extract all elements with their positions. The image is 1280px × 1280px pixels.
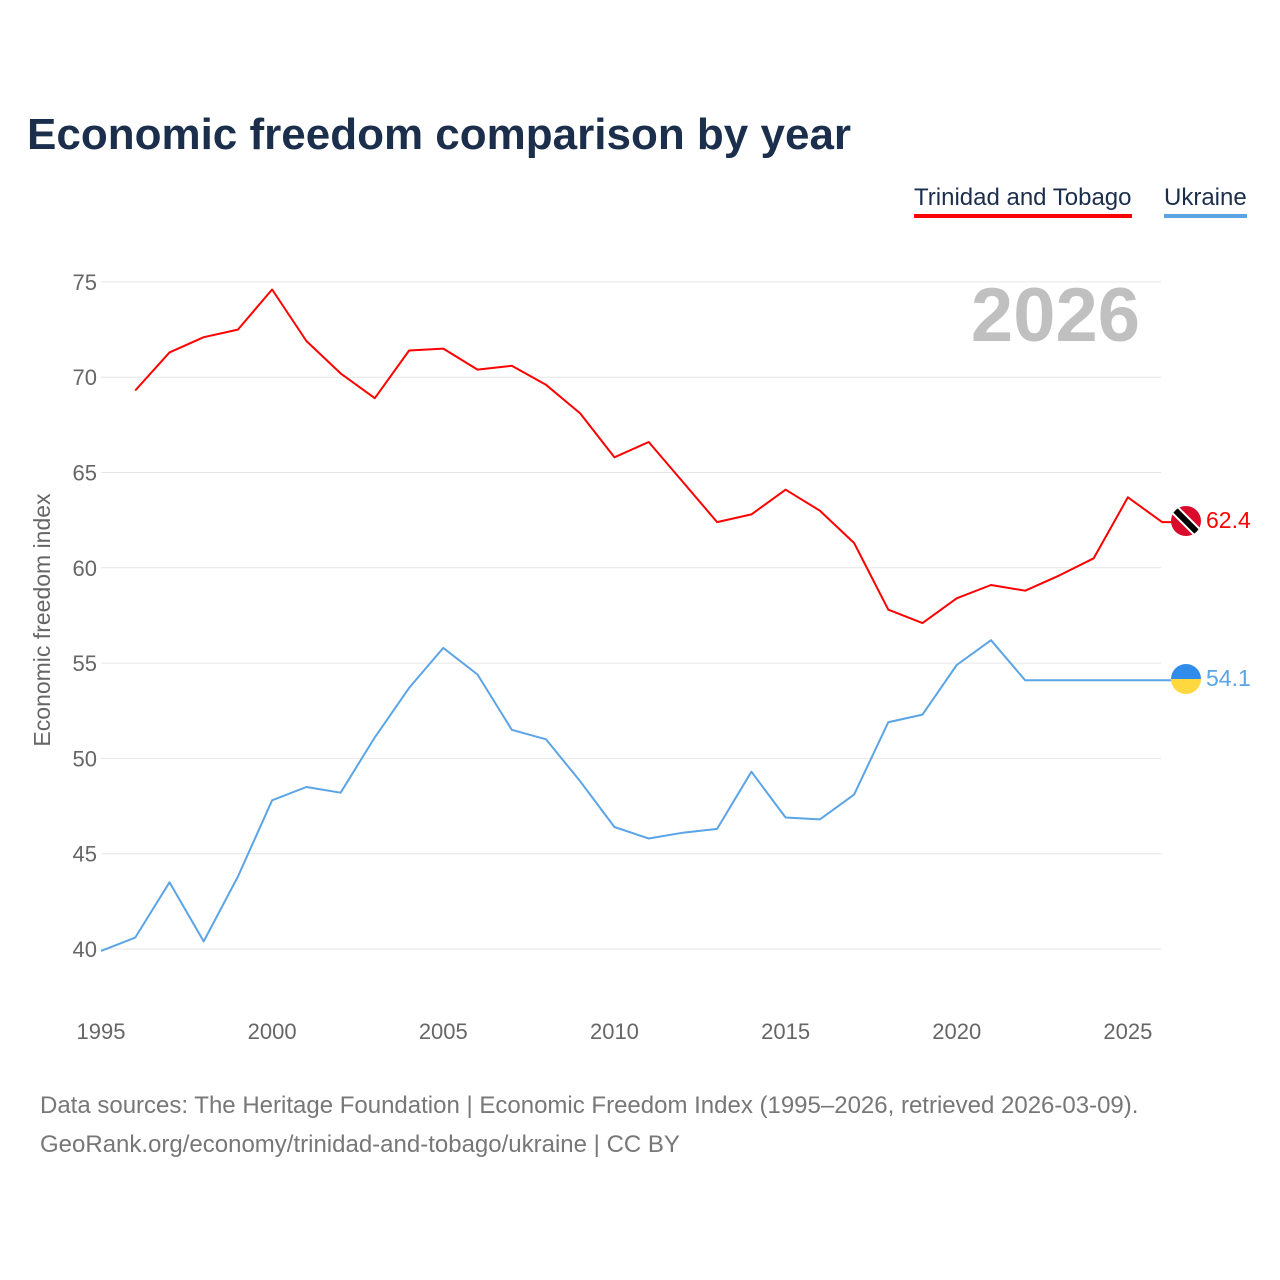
footer-sources: Data sources: The Heritage Foundation | … bbox=[40, 1092, 1139, 1119]
x-tick-label: 2020 bbox=[932, 1019, 981, 1044]
legend-item-trinidad[interactable]: Trinidad and Tobago bbox=[914, 184, 1132, 218]
x-tick-label: 2015 bbox=[761, 1019, 810, 1044]
y-tick-label: 40 bbox=[73, 937, 97, 962]
x-tick-label: 2025 bbox=[1103, 1019, 1152, 1044]
legend-item-ukraine[interactable]: Ukraine bbox=[1164, 184, 1247, 218]
x-tick-label: 2010 bbox=[590, 1019, 639, 1044]
y-tick-label: 70 bbox=[73, 365, 97, 390]
x-tick-label: 2000 bbox=[248, 1019, 297, 1044]
series-line-trinidad bbox=[134, 288, 1173, 625]
footer: Data sources: The Heritage Foundation | … bbox=[40, 1086, 1138, 1164]
footer-link[interactable]: GeoRank.org/economy/trinidad-and-tobago/… bbox=[40, 1131, 680, 1158]
end-label-trinidad: 62.4 bbox=[1206, 507, 1251, 533]
end-label-ukraine: 54.1 bbox=[1206, 665, 1251, 691]
y-tick-label: 60 bbox=[73, 556, 97, 581]
legend-label: Ukraine bbox=[1164, 184, 1247, 211]
series-line-ukraine bbox=[100, 639, 1173, 952]
x-tick-label: 2005 bbox=[419, 1019, 468, 1044]
y-tick-label: 55 bbox=[73, 651, 97, 676]
legend-label: Trinidad and Tobago bbox=[914, 184, 1132, 211]
x-tick-label: 1995 bbox=[77, 1019, 126, 1044]
trinidad-flag-icon bbox=[1171, 506, 1201, 536]
chart-title: Economic freedom comparison by year bbox=[27, 110, 852, 159]
y-tick-label: 50 bbox=[73, 746, 97, 771]
ukraine-flag-icon bbox=[1171, 664, 1201, 694]
year-watermark: 2026 bbox=[971, 273, 1140, 358]
y-axis-label: Economic freedom index bbox=[29, 493, 55, 747]
y-tick-label: 75 bbox=[73, 270, 97, 295]
y-tick-label: 65 bbox=[73, 461, 97, 486]
y-tick-label: 45 bbox=[73, 842, 97, 867]
